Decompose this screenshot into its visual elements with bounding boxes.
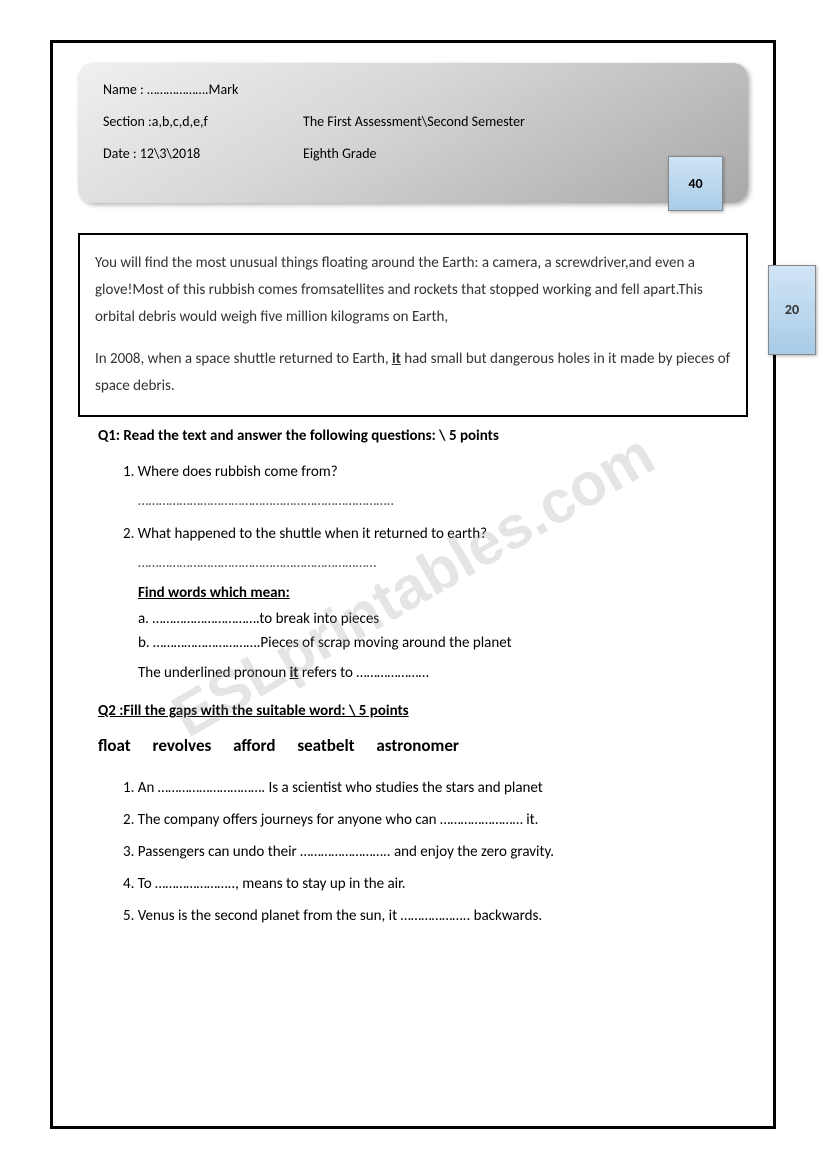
pronoun-after: refers to ………………… bbox=[299, 664, 429, 682]
page-border: Name : ……………….Mark Section :a,b,c,d,e,f … bbox=[50, 40, 776, 1129]
q2-item-4: To ………………….., means to stay up in the ai… bbox=[123, 872, 728, 896]
section-row: Section :a,b,c,d,e,f The First Assessmen… bbox=[103, 113, 723, 130]
section-label: Section :a,b,c,d,e,f bbox=[103, 113, 303, 130]
q1-sub-b: b. ………………………….Pieces of scrap moving aro… bbox=[138, 634, 728, 652]
q1-find-words-heading: Find words which mean: bbox=[138, 584, 728, 602]
section-score-box: 20 bbox=[768, 265, 816, 355]
q1-title: Q1: Read the text and answer the followi… bbox=[98, 427, 728, 445]
total-score-value: 40 bbox=[688, 175, 702, 192]
q2-item-5: Venus is the second planet from the sun,… bbox=[123, 904, 728, 928]
q2-word-bank: float revolves afford seatbelt astronome… bbox=[98, 735, 728, 756]
pronoun-underlined: it bbox=[290, 664, 299, 682]
passage-p2-before: In 2008, when a space shuttle returned t… bbox=[95, 350, 392, 368]
question-2-section: Q2 :Fill the gaps with the suitable word… bbox=[98, 702, 728, 928]
q1-item-1: Where does rubbish come from? bbox=[123, 460, 728, 484]
q1-item-2: What happened to the shuttle when it ret… bbox=[123, 522, 728, 546]
name-label: Name : ……………….Mark bbox=[103, 81, 238, 98]
q2-item-2: The company offers journeys for anyone w… bbox=[123, 808, 728, 832]
q1-pronoun-line: The underlined pronoun it refers to …………… bbox=[138, 664, 728, 682]
section-score-value: 20 bbox=[785, 297, 799, 322]
passage-paragraph-1: You will find the most unusual things fl… bbox=[95, 250, 731, 331]
passage-p2-underlined: it bbox=[392, 350, 401, 368]
q1-list-2: What happened to the shuttle when it ret… bbox=[98, 522, 728, 546]
q1-list: Where does rubbish come from? bbox=[98, 460, 728, 484]
question-1-section: Q1: Read the text and answer the followi… bbox=[98, 427, 728, 682]
name-row: Name : ……………….Mark bbox=[103, 81, 723, 98]
grade-label: Eighth Grade bbox=[303, 145, 723, 162]
date-label: Date : 12\3\2018 bbox=[103, 145, 303, 162]
header-box: Name : ……………….Mark Section :a,b,c,d,e,f … bbox=[78, 63, 748, 203]
q2-item-3: Passengers can undo their …………………….. and… bbox=[123, 840, 728, 864]
passage-paragraph-2: In 2008, when a space shuttle returned t… bbox=[95, 346, 731, 400]
q2-item-1: An …………………………. Is a scientist who studie… bbox=[123, 776, 728, 800]
q1-sub-a: a. ………………………….to break into pieces bbox=[138, 610, 728, 628]
total-score-box: 40 bbox=[668, 156, 723, 211]
passage-box: You will find the most unusual things fl… bbox=[78, 233, 748, 417]
pronoun-before: The underlined pronoun bbox=[138, 664, 290, 682]
q1-answer-line-1: ……………………………………………………………….. bbox=[138, 492, 728, 510]
assessment-title: The First Assessment\Second Semester bbox=[303, 113, 723, 130]
q2-title: Q2 :Fill the gaps with the suitable word… bbox=[98, 702, 728, 720]
q1-answer-line-2: …………………………………………………………… bbox=[138, 554, 728, 572]
date-row: Date : 12\3\2018 Eighth Grade bbox=[103, 145, 723, 162]
q2-list: An …………………………. Is a scientist who studie… bbox=[98, 776, 728, 928]
